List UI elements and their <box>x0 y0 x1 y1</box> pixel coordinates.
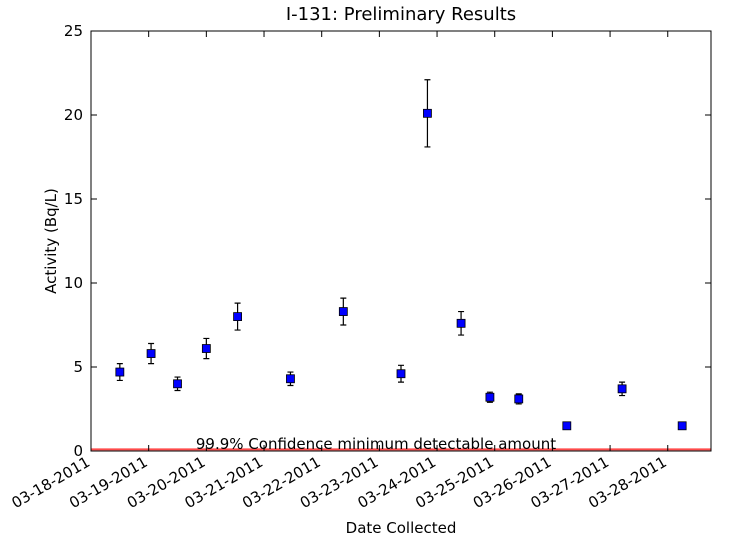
y-tick-label: 20 <box>64 106 83 124</box>
y-tick-label: 25 <box>64 22 83 40</box>
data-point <box>617 384 627 394</box>
y-axis-label: Activity (Bq/L) <box>42 188 60 294</box>
data-point <box>115 367 125 377</box>
plot-frame <box>90 30 712 452</box>
data-point <box>173 379 182 389</box>
data-point <box>146 349 156 358</box>
data-point <box>396 369 406 379</box>
data-point <box>485 392 495 402</box>
data-point <box>338 307 348 316</box>
data-point <box>562 421 572 431</box>
chart-title: I-131: Preliminary Results <box>286 4 516 25</box>
y-tick-label: 10 <box>64 274 83 292</box>
y-tick-label: 5 <box>73 358 83 376</box>
y-tick-label: 15 <box>64 190 83 208</box>
data-point <box>233 312 242 322</box>
data-point <box>286 374 295 384</box>
x-axis-label: Date Collected <box>346 519 457 537</box>
data-point <box>677 421 687 431</box>
y-tick-label: 0 <box>73 442 83 460</box>
threshold-label: 99.9% Confidence minimum detectable amou… <box>196 435 556 453</box>
data-point <box>201 344 211 353</box>
data-point <box>456 318 466 328</box>
data-point <box>423 108 432 118</box>
data-point <box>514 394 524 404</box>
